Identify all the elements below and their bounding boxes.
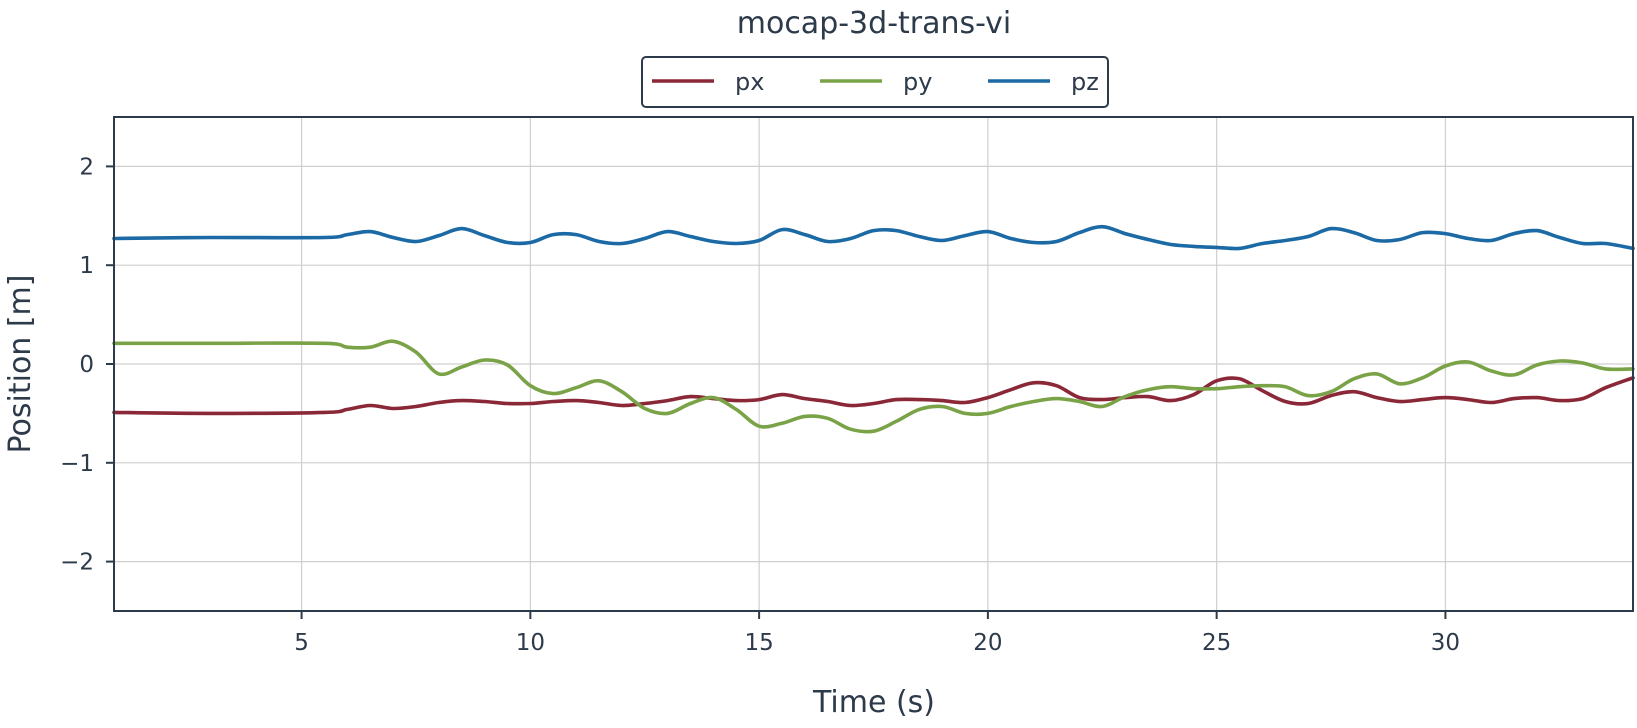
x-tick-label: 15 (744, 630, 773, 656)
y-tick-label: 2 (79, 154, 94, 180)
plot-frame (113, 116, 1634, 612)
chart-title: mocap-3d-trans-vi (737, 6, 1012, 41)
y-tick-label: −2 (60, 550, 94, 576)
series-layer (112, 224, 1635, 434)
legend-label-px: px (735, 68, 764, 96)
y-tick-label: 1 (79, 253, 94, 279)
x-tick-label: 10 (516, 630, 545, 656)
y-tick-label: 0 (79, 352, 94, 378)
y-tick-label: −1 (60, 451, 94, 477)
x-tick-label: 25 (1202, 630, 1231, 656)
x-tick-label: 20 (973, 630, 1002, 656)
axis-ticks: 5 10 15 20 25 30 −2 −1 0 1 2 (60, 154, 1460, 656)
series-line-px (112, 376, 1635, 416)
x-axis-label: Time (s) (812, 685, 935, 720)
x-tick-label: 5 (294, 630, 309, 656)
series-line-pz (112, 224, 1635, 251)
legend-label-pz: pz (1071, 68, 1099, 96)
x-tick-label: 30 (1431, 630, 1460, 656)
legend: px py pz (641, 56, 1109, 108)
y-axis-label: Position [m] (3, 275, 38, 454)
series-line-py (112, 339, 1635, 434)
grid (114, 117, 1633, 611)
legend-label-py: py (903, 68, 932, 96)
